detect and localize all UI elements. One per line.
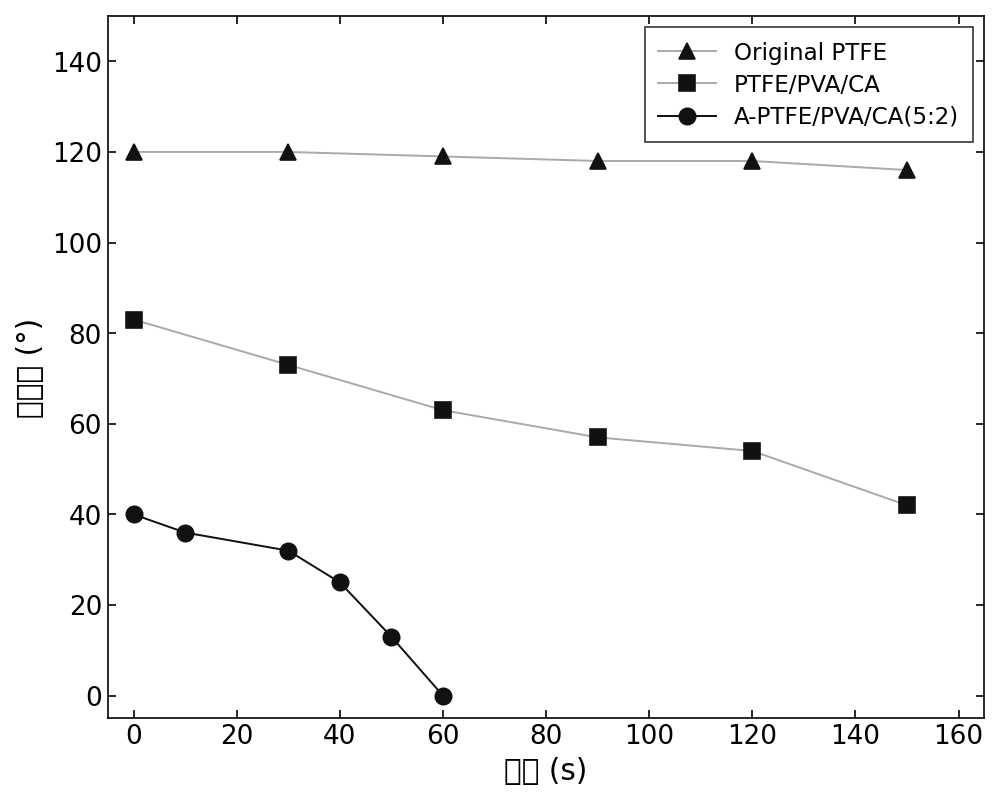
A-PTFE/PVA/CA(5:2): [437, 691, 449, 700]
Original PTFE: [901, 165, 913, 175]
PTFE/PVA/CA: [127, 315, 139, 325]
PTFE/PVA/CA: [437, 406, 449, 415]
Original PTFE: [437, 152, 449, 161]
A-PTFE/PVA/CA(5:2): [385, 632, 397, 642]
Legend: Original PTFE, PTFE/PVA/CA, A-PTFE/PVA/CA(5:2): Original PTFE, PTFE/PVA/CA, A-PTFE/PVA/C…: [645, 28, 973, 143]
Line: Original PTFE: Original PTFE: [125, 144, 916, 179]
PTFE/PVA/CA: [592, 433, 604, 443]
X-axis label: 时间 (s): 时间 (s): [505, 756, 588, 786]
Original PTFE: [746, 156, 758, 166]
PTFE/PVA/CA: [282, 360, 294, 370]
PTFE/PVA/CA: [901, 500, 913, 510]
Line: PTFE/PVA/CA: PTFE/PVA/CA: [125, 312, 916, 514]
A-PTFE/PVA/CA(5:2): [282, 546, 294, 556]
A-PTFE/PVA/CA(5:2): [334, 577, 346, 587]
A-PTFE/PVA/CA(5:2): [127, 510, 139, 520]
Original PTFE: [282, 148, 294, 157]
A-PTFE/PVA/CA(5:2): [180, 528, 192, 537]
Original PTFE: [592, 156, 604, 166]
Y-axis label: 接触角 (°): 接触角 (°): [16, 318, 45, 418]
PTFE/PVA/CA: [746, 447, 758, 456]
Original PTFE: [127, 148, 139, 157]
Line: A-PTFE/PVA/CA(5:2): A-PTFE/PVA/CA(5:2): [125, 506, 451, 704]
